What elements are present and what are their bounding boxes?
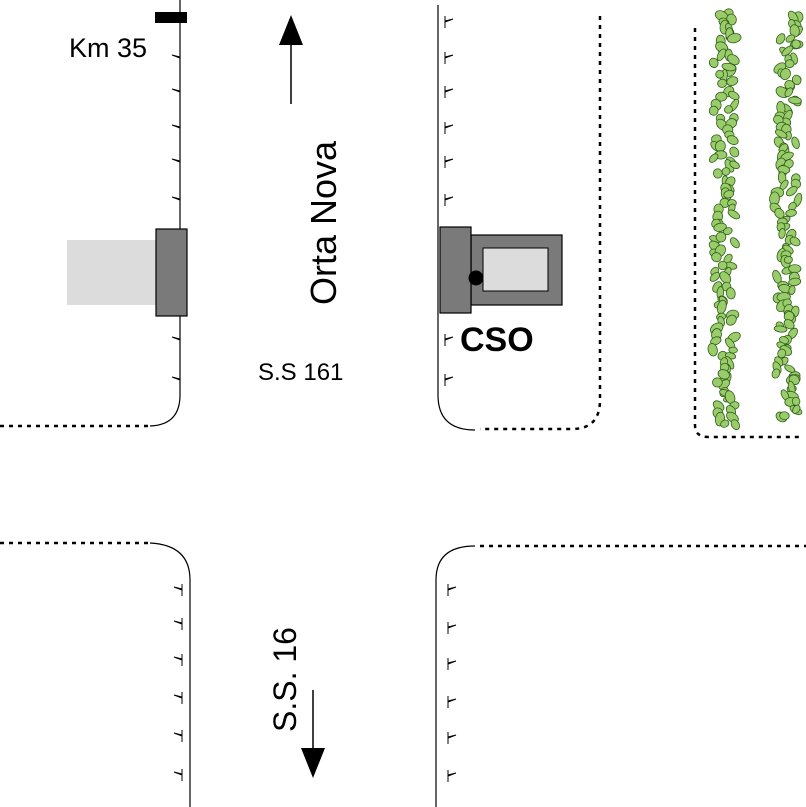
- roadside-marker-icon: [444, 86, 454, 98]
- boundary-field: [693, 28, 800, 439]
- west-building: [67, 228, 188, 317]
- roadside-marker-icon: [171, 374, 181, 386]
- km-marker-label: Km 35: [69, 33, 147, 63]
- station-label: CSO: [460, 321, 534, 359]
- tree-rows: [707, 8, 804, 431]
- roadside-marker-icon: [171, 334, 181, 346]
- south-arrow: [301, 690, 325, 778]
- curb-northwest: [149, 0, 181, 427]
- roadside-marker-icon: [173, 730, 183, 742]
- curb-northeast: [437, 5, 476, 431]
- tree-row-left: [707, 8, 742, 431]
- roadside-marker-icon: [447, 770, 457, 782]
- road-label-main: S.S 161: [258, 359, 343, 386]
- roadside-marker-icon: [447, 696, 457, 708]
- roadside-marker-icon: [173, 692, 183, 704]
- roadside-marker-icon: [171, 122, 181, 134]
- boundary-cso-lot: [480, 16, 602, 431]
- roadside-markers: [171, 16, 457, 782]
- roadside-marker-icon: [173, 618, 183, 630]
- north-arrow: [279, 15, 303, 104]
- roadside-marker-icon: [447, 658, 457, 670]
- destination-label: Orta Nova: [303, 140, 344, 305]
- roadside-marker-icon: [173, 654, 183, 666]
- cso-station: [439, 226, 563, 314]
- km-marker-bar: [155, 12, 187, 23]
- road-label-south: S.S. 16: [267, 627, 303, 732]
- roadside-marker-icon: [444, 122, 454, 134]
- roadside-marker-icon: [444, 374, 454, 386]
- roadside-marker-icon: [444, 16, 454, 28]
- roadside-marker-icon: [444, 52, 454, 64]
- roadside-marker-icon: [173, 584, 183, 596]
- station-point-icon: [468, 270, 484, 286]
- roadside-marker-icon: [173, 769, 183, 781]
- curb-southeast: [435, 545, 476, 807]
- roadside-marker-icon: [444, 334, 454, 346]
- roadside-marker-icon: [171, 52, 181, 64]
- roadside-marker-icon: [444, 194, 454, 206]
- roadside-marker-icon: [171, 156, 181, 168]
- roadside-marker-icon: [444, 156, 454, 168]
- curb-southwest: [149, 542, 191, 807]
- dotted-boundaries: [0, 16, 806, 548]
- roadside-marker-icon: [447, 622, 457, 634]
- roadside-marker-icon: [171, 194, 181, 206]
- roadside-marker-icon: [171, 86, 181, 98]
- roadside-marker-icon: [447, 732, 457, 744]
- tree-row-right: [769, 10, 804, 423]
- road-edges: [149, 0, 476, 807]
- roadside-marker-icon: [447, 584, 457, 596]
